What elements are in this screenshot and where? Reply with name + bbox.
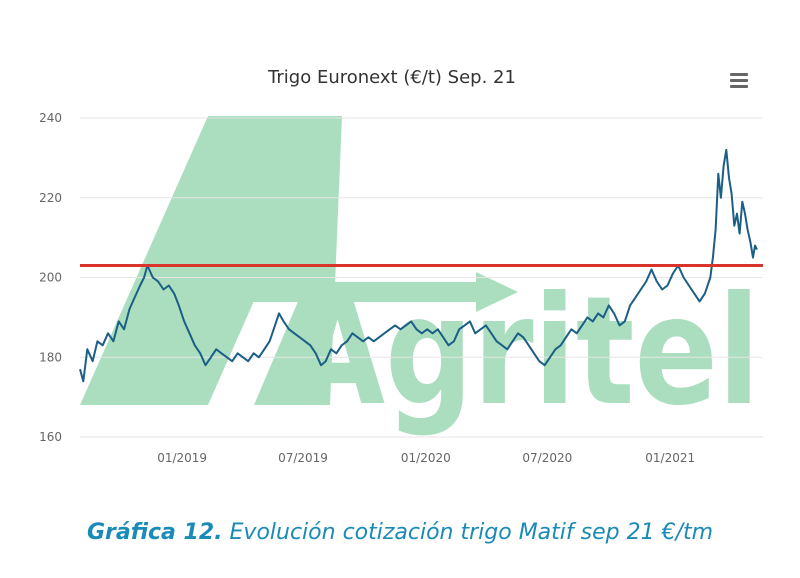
y-tick-label: 200 xyxy=(39,271,62,285)
x-axis-ticks: 01/2019 07/2019 01/2020 07/2020 01/2021 xyxy=(157,451,695,465)
caption-lead: Gráfica 12. xyxy=(86,520,223,545)
y-tick-label: 220 xyxy=(39,191,62,205)
figure-caption: Gráfica 12. Evolución cotización trigo M… xyxy=(0,520,800,545)
x-tick-label: 01/2021 xyxy=(645,451,695,465)
y-tick-label: 180 xyxy=(39,350,62,364)
x-tick-label: 07/2019 xyxy=(278,451,328,465)
series-line xyxy=(79,148,758,383)
caption-text: Evolución cotización trigo Matif sep 21 … xyxy=(222,520,714,545)
hamburger-menu-icon[interactable] xyxy=(728,70,750,90)
chart-title: Trigo Euronext (€/t) Sep. 21 xyxy=(267,67,516,88)
y-tick-label: 160 xyxy=(39,430,62,444)
y-tick-label: 240 xyxy=(39,111,62,125)
x-tick-label: 01/2019 xyxy=(157,451,207,465)
grid-lines xyxy=(80,117,763,438)
y-axis-ticks: 160 180 200 220 240 xyxy=(39,111,62,444)
watermark-text: Agritel xyxy=(290,265,760,439)
chart-container: Agritel 160 180 200 220 240 01/2019 07/2019 01… xyxy=(39,67,763,465)
x-tick-label: 01/2020 xyxy=(401,451,451,465)
watermark-arrow xyxy=(196,272,518,312)
x-tick-label: 07/2020 xyxy=(522,451,572,465)
